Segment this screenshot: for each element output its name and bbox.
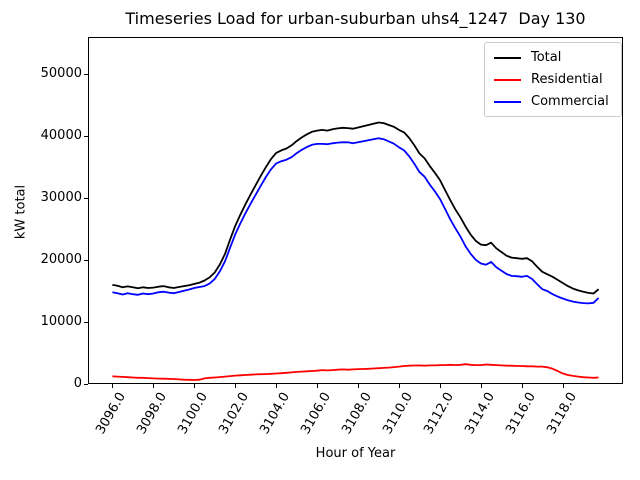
x-tick-mark <box>440 384 441 388</box>
x-tick-label: 3110.0 <box>380 390 416 437</box>
x-tick-mark <box>399 384 400 388</box>
x-tick-mark <box>521 384 523 388</box>
x-tick-mark <box>235 384 237 388</box>
x-tick-label: 3096.0 <box>93 390 130 437</box>
x-tick-label: 3108.0 <box>339 390 376 437</box>
x-tick-mark <box>562 384 564 388</box>
legend-item-residential: Residential <box>494 72 612 87</box>
x-tick-mark <box>480 384 482 388</box>
x-tick-label: 3100.0 <box>175 390 212 437</box>
plot-area <box>88 37 623 384</box>
legend-item-commercial: Commercial <box>494 94 612 109</box>
x-tick-mark <box>112 384 114 388</box>
legend: Total Residential Commercial <box>484 42 622 117</box>
legend-line-residential-sample <box>494 78 521 81</box>
x-tick-mark <box>276 384 278 388</box>
y-tick-mark <box>84 260 88 262</box>
y-tick-label: 10000 <box>40 314 82 329</box>
x-axis-label: Hour of Year <box>315 446 396 461</box>
total-line <box>112 121 600 295</box>
x-tick-mark <box>153 384 155 388</box>
chart-title: Timeseries Load for urban-suburban uhs4_… <box>125 9 586 28</box>
x-tick-mark <box>194 384 196 388</box>
y-tick-label: 0 <box>73 376 82 391</box>
x-tick-label: 3106.0 <box>298 390 335 437</box>
x-tick-label: 3104.0 <box>257 390 294 437</box>
plot-canvas <box>112 121 600 381</box>
y-tick-label: 40000 <box>40 128 82 144</box>
x-tick-mark <box>317 384 319 388</box>
legend-label-commercial: Commercial <box>531 94 609 109</box>
legend-label-residential: Residential <box>531 72 603 87</box>
legend-label-total: Total <box>531 50 562 65</box>
x-tick-label: 3112.0 <box>421 390 457 437</box>
y-tick-mark <box>84 136 88 138</box>
x-tick-label: 3102.0 <box>216 390 253 437</box>
y-tick-mark <box>84 74 88 76</box>
x-tick-label: 3098.0 <box>134 390 171 437</box>
commercial-line <box>112 137 600 305</box>
x-tick-label: 3118.0 <box>544 390 580 437</box>
y-tick-mark <box>84 384 88 385</box>
legend-item-total: Total <box>494 50 612 65</box>
legend-line-commercial-sample <box>494 100 521 103</box>
y-tick-mark <box>84 198 88 200</box>
y-tick-label: 20000 <box>40 252 82 268</box>
x-tick-mark <box>358 384 360 388</box>
x-tick-label: 3116.0 <box>503 390 539 437</box>
y-tick-label: 30000 <box>40 190 82 206</box>
legend-line-total-sample <box>494 56 521 59</box>
y-tick-label: 50000 <box>40 66 82 82</box>
y-tick-mark <box>84 322 88 323</box>
x-tick-label: 3114.0 <box>462 390 498 437</box>
residential-line <box>112 363 599 381</box>
